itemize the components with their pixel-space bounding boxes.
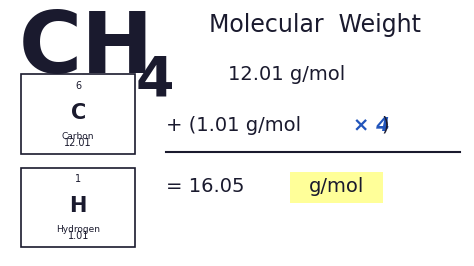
Text: 1.01: 1.01 xyxy=(67,231,89,241)
Text: + (1.01 g/mol: + (1.01 g/mol xyxy=(166,115,307,135)
FancyBboxPatch shape xyxy=(21,74,135,154)
Text: Molecular  Weight: Molecular Weight xyxy=(209,13,420,37)
Text: ): ) xyxy=(382,115,389,135)
Text: 4: 4 xyxy=(135,53,173,107)
Text: Hydrogen: Hydrogen xyxy=(56,225,100,234)
Text: 12.01: 12.01 xyxy=(64,138,92,148)
Text: C: C xyxy=(71,103,86,123)
FancyBboxPatch shape xyxy=(290,172,383,203)
Text: × 4: × 4 xyxy=(353,115,390,135)
Text: 1: 1 xyxy=(75,174,81,184)
FancyBboxPatch shape xyxy=(21,168,135,247)
Text: H: H xyxy=(70,196,87,216)
Text: CH: CH xyxy=(19,8,154,91)
Text: = 16.05: = 16.05 xyxy=(166,177,251,196)
Text: 6: 6 xyxy=(75,81,81,91)
Text: Carbon: Carbon xyxy=(62,132,94,141)
Text: 12.01 g/mol: 12.01 g/mol xyxy=(228,65,345,84)
Text: g/mol: g/mol xyxy=(309,177,364,196)
